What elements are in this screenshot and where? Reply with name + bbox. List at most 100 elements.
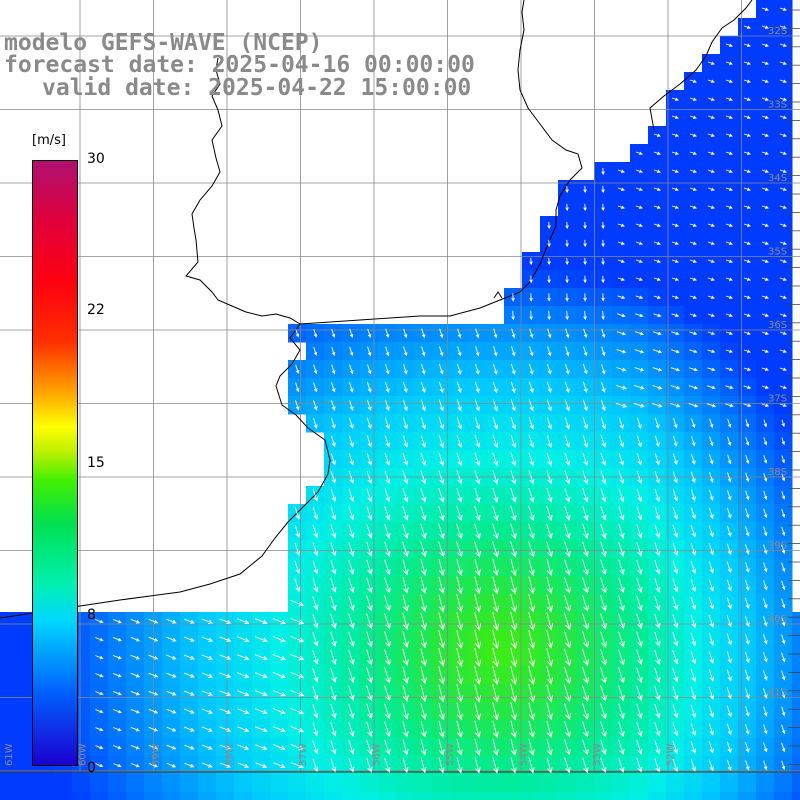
wind-arrow [582, 505, 589, 521]
wind-arrow [745, 526, 750, 537]
wind-arrow [529, 346, 534, 357]
wind-arrow [600, 757, 607, 773]
wind-arrow [743, 259, 751, 263]
wind-arrow [581, 594, 589, 612]
wind-arrow [779, 43, 787, 47]
wind-arrow [779, 259, 787, 263]
wind-cell [648, 774, 667, 793]
wind-arrow [744, 543, 750, 555]
wind-arrow [366, 667, 373, 684]
wind-arrow [95, 727, 104, 732]
wind-arrow [761, 349, 769, 353]
wind-arrow [219, 726, 232, 732]
wind-arrow [528, 594, 536, 613]
wind-arrow [636, 577, 643, 594]
wind-arrow [781, 491, 786, 500]
wind-arrow [492, 594, 500, 613]
wind-arrow [707, 223, 715, 227]
wind-arrow [402, 612, 409, 631]
wind-arrow [237, 618, 250, 625]
wind-arrow [546, 720, 553, 738]
wind-arrow [510, 576, 517, 595]
wind-arrow [583, 328, 588, 339]
wind-cell [180, 774, 199, 793]
wind-arrow [95, 637, 104, 642]
wind-arrow [420, 576, 427, 594]
wind-arrow [384, 757, 391, 773]
wind-arrow [547, 257, 551, 266]
wind-arrow [582, 452, 589, 467]
wind-cell [792, 702, 800, 721]
wind-arrow [762, 652, 768, 663]
lon-label: 53W [592, 743, 603, 766]
wind-arrow [688, 385, 699, 390]
wind-arrow [743, 79, 751, 83]
wind-arrow [438, 739, 445, 756]
wind-cell [630, 792, 649, 800]
wind-arrow [689, 277, 697, 281]
wind-arrow [563, 612, 572, 631]
wind-arrow [779, 223, 787, 227]
wind-arrow [582, 399, 588, 412]
wind-arrow [779, 295, 787, 299]
wind-cell [774, 792, 793, 800]
wind-arrow [761, 385, 769, 389]
wind-arrow [743, 223, 751, 227]
wind-arrow [349, 382, 354, 393]
wind-cell [90, 792, 109, 800]
wind-cell [630, 774, 649, 793]
wind-arrow [618, 739, 625, 756]
wind-arrow [402, 684, 409, 702]
wind-arrow [761, 277, 769, 281]
wind-arrow [130, 726, 141, 732]
wind-arrow [366, 595, 373, 612]
wind-arrow [706, 403, 717, 408]
wind-arrow [690, 668, 697, 683]
wind-arrow [492, 558, 499, 577]
wind-arrow [219, 762, 231, 768]
wind-arrow [689, 79, 697, 83]
wind-arrow [219, 654, 232, 660]
wind-arrow [290, 690, 305, 697]
wind-arrow [781, 634, 786, 645]
wind-arrow [726, 759, 732, 772]
wind-arrow [726, 669, 732, 682]
wind-arrow [654, 524, 661, 539]
wind-arrow [582, 523, 589, 540]
wind-arrow [672, 686, 679, 701]
wind-arrow [654, 595, 661, 611]
wind-arrow [582, 488, 589, 503]
wind-arrow [237, 636, 250, 643]
wind-cell [54, 774, 73, 793]
wind-arrow [219, 636, 232, 642]
wind-cell [18, 792, 37, 800]
wind-arrow [763, 526, 768, 537]
wind-arrow [564, 381, 570, 394]
wind-arrow [654, 649, 661, 665]
wind-arrow [689, 151, 697, 155]
wind-arrow [272, 672, 287, 679]
wind-arrow [348, 758, 355, 773]
wind-arrow [438, 666, 445, 685]
wind-arrow [781, 544, 786, 555]
wind-arrow [744, 705, 750, 718]
wind-cell [0, 684, 19, 703]
wind-cell [468, 774, 487, 793]
wind-arrow [671, 331, 680, 336]
wind-arrow [201, 744, 213, 750]
wind-arrow [583, 310, 587, 321]
wind-arrow [690, 542, 697, 556]
wind-cell [684, 792, 703, 800]
wind-cell [378, 774, 397, 793]
wind-arrow [690, 632, 697, 647]
wind-arrow [420, 559, 427, 576]
wind-arrow [474, 720, 481, 739]
wind-arrow [331, 346, 336, 357]
wind-arrow [781, 419, 785, 428]
wind-arrow [601, 346, 606, 357]
wind-arrow [688, 403, 699, 408]
wind-arrow [689, 205, 697, 209]
wind-arrow [528, 541, 535, 558]
wind-arrow [95, 709, 104, 714]
